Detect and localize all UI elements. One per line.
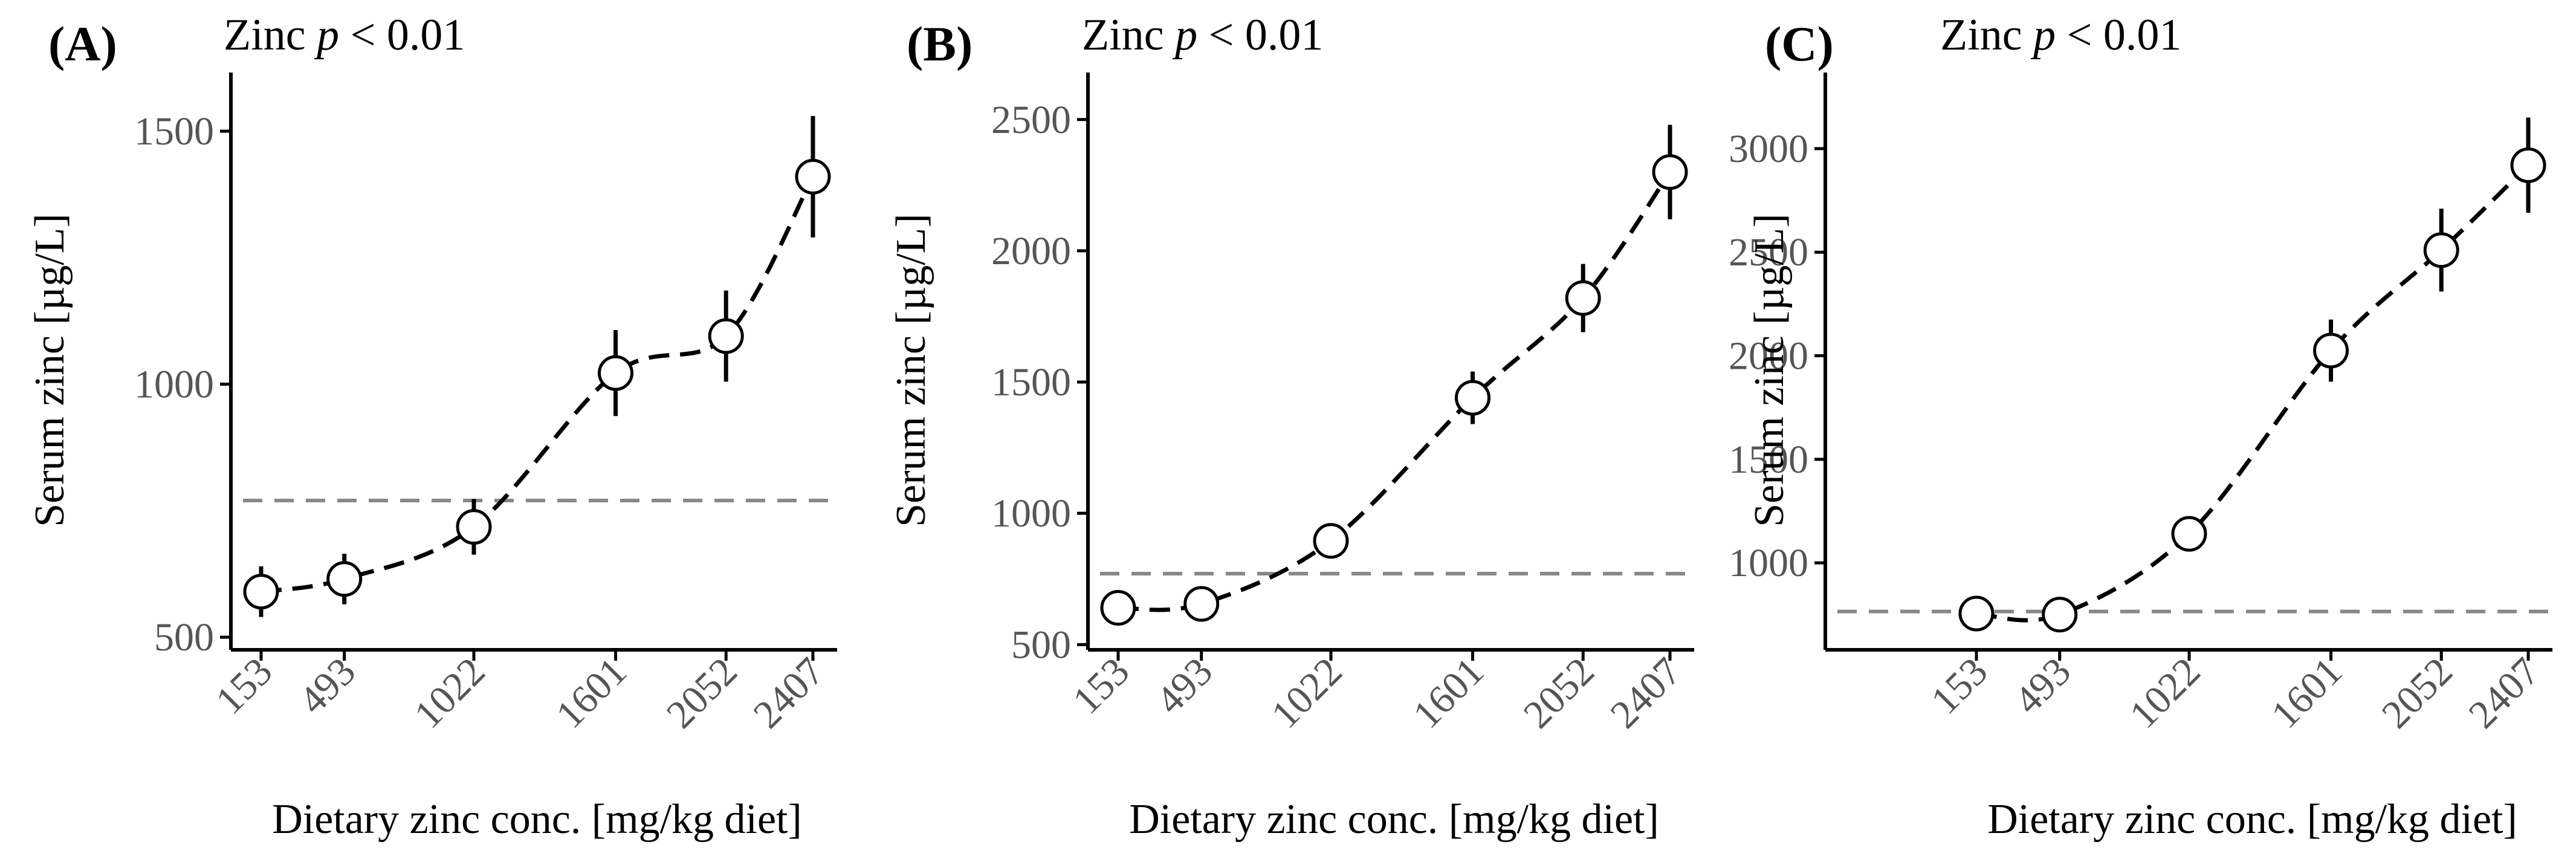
y-tick-label: 2000 [1729, 334, 1808, 378]
data-point [1100, 590, 1136, 626]
x-tick-label: 1601 [548, 649, 635, 737]
x-tick-label: 493 [2006, 649, 2080, 723]
y-tick-label: 2500 [1729, 230, 1808, 274]
x-axis-title: Dietary zinc conc. [mg/kg diet] [1129, 796, 1659, 843]
data-point [456, 509, 492, 545]
data-point [1652, 154, 1688, 190]
panel-subtitle: Zinc p < 0.01 [1082, 10, 1323, 60]
data-point [1958, 595, 1995, 632]
data-point [598, 355, 634, 391]
y-tick-label: 2000 [991, 229, 1071, 273]
data-point [1313, 523, 1349, 559]
x-tick-label: 2407 [2461, 649, 2548, 737]
panel-subtitle: Zinc p < 0.01 [224, 10, 465, 60]
y-tick-label: 500 [1011, 623, 1071, 667]
subtitle-p: p [1172, 10, 1197, 60]
data-point [795, 158, 831, 195]
panel-1: (A) Zinc p < 0.01 500 1000 1500 153 493 1022 160… [27, 10, 837, 843]
y-axis-title: Serum zinc [µg/L] [1746, 213, 1793, 527]
y-axis-title: Serum zinc [µg/L] [888, 213, 934, 527]
panel-label: (A) [48, 16, 117, 71]
data-point [2042, 597, 2078, 633]
data-point [243, 574, 279, 610]
data-point [1183, 586, 1220, 622]
subtitle-suffix: < 0.01 [2056, 10, 2181, 60]
x-tick-label: 2052 [2374, 649, 2461, 737]
x-tick-label: 153 [207, 649, 281, 723]
x-tick-label: 2052 [1515, 649, 1603, 737]
y-tick-label: 1500 [991, 360, 1071, 404]
y-axis-title: Serum zinc [µg/L] [27, 213, 73, 527]
y-tick-label: 1500 [134, 109, 214, 154]
y-tick-label: 1000 [134, 363, 214, 407]
y-tick-label: 1000 [1729, 541, 1808, 585]
subtitle-prefix: Zinc [224, 10, 317, 60]
y-tick-label: 1000 [991, 491, 1071, 536]
x-tick-label: 493 [291, 649, 364, 723]
data-point [1455, 380, 1491, 416]
series-line [1118, 170, 1672, 612]
subtitle-suffix: < 0.01 [1197, 10, 1323, 60]
panel-label: (B) [907, 16, 972, 71]
subtitle-prefix: Zinc [1940, 10, 2033, 60]
x-tick-label: 153 [1923, 649, 1996, 723]
panel-label: (C) [1765, 16, 1834, 71]
subtitle-prefix: Zinc [1082, 10, 1175, 60]
x-tick-label: 493 [1148, 649, 1222, 723]
x-tick-label: 2052 [658, 649, 746, 737]
x-tick-label: 1022 [1263, 649, 1351, 737]
y-tick-label: 3000 [1729, 127, 1808, 171]
subtitle-suffix: < 0.01 [339, 10, 465, 60]
data-point [1565, 280, 1601, 316]
x-tick-label: 1022 [2121, 649, 2209, 737]
panel-3: (C) Zinc p < 0.01 1000 1500 2000 2500 3000 153 4… [1729, 10, 2552, 843]
y-tick-label: 500 [154, 615, 214, 659]
y-tick-label: 1500 [1729, 438, 1808, 482]
x-tick-label: 2407 [1602, 649, 1690, 737]
x-tick-label: 153 [1064, 649, 1138, 723]
x-axis-title: Dietary zinc conc. [mg/kg diet] [272, 796, 802, 843]
x-tick-label: 2407 [745, 649, 833, 737]
x-tick-label: 1601 [2263, 649, 2351, 737]
panel-subtitle: Zinc p < 0.01 [1940, 10, 2181, 60]
series-line [1976, 163, 2530, 623]
data-point [2313, 332, 2349, 369]
x-axis-title: Dietary zinc conc. [mg/kg diet] [1987, 796, 2517, 843]
x-tick-label: 1022 [406, 649, 494, 737]
subtitle-p: p [2030, 10, 2056, 60]
x-tick-label: 1601 [1405, 649, 1492, 737]
data-point [2510, 147, 2546, 183]
y-tick-label: 2500 [991, 98, 1071, 142]
data-point [2171, 516, 2207, 552]
data-point [2423, 232, 2459, 268]
data-point [708, 318, 744, 354]
subtitle-p: p [314, 10, 339, 60]
panel-2: (B) Zinc p < 0.01 500 1000 1500 2000 2500 153 49… [888, 10, 1694, 843]
series-line [261, 175, 815, 594]
data-point [326, 561, 363, 597]
